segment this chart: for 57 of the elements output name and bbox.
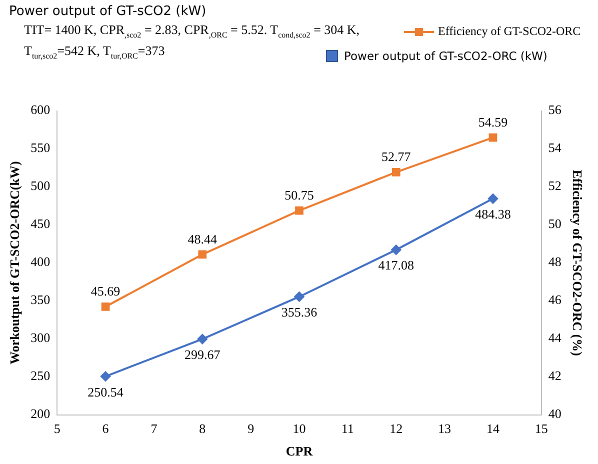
text: TIT= 1400 K, CPR$_{,sco2}$ = 2.83, CPR$_{,ORC}$ = 5.52. T$_{cond,sco2}$ = 304 K, — [24, 22, 360, 42]
y-axis-title: Workoutput of GT-SCO2-ORC(kW) — [7, 161, 22, 364]
point — [100, 371, 111, 382]
x-tick-label: 15 — [534, 421, 548, 436]
point — [197, 334, 208, 344]
y-tick-label: 300 — [30, 330, 50, 346]
chart-title: Power output of GT-sCO2 (kW) — [9, 4, 206, 19]
legend-label: Efficiency of GT-SCO2-ORC — [438, 24, 581, 39]
y2-tick-label: 42 — [548, 368, 562, 384]
x-tick-label: 9 — [248, 421, 254, 436]
point — [198, 250, 207, 259]
x-tick-label: 7 — [150, 421, 158, 436]
x-tick-label: 10 — [292, 421, 306, 436]
y2-tick-label: 44 — [548, 330, 562, 346]
data-label: 52.77 — [381, 149, 412, 164]
data-label: 299.67 — [184, 346, 221, 362]
y2-tick-label: 48 — [548, 254, 562, 270]
y-tick-label: 450 — [30, 216, 50, 232]
y-tick-label: 400 — [30, 254, 50, 270]
y-tick-label: 250 — [30, 368, 50, 384]
x-tick-label: 5 — [54, 421, 60, 436]
text: T$_{tur,sco2}$=542 K, T$_{tur,ORC}$=373 — [24, 42, 165, 60]
point — [392, 168, 400, 176]
legend-label: Power output of GT-sCO2-ORC (kW) — [344, 49, 548, 63]
data-label: 484.38 — [475, 206, 511, 222]
y2-tick-label: 56 — [548, 102, 562, 118]
point — [391, 244, 402, 255]
y-tick-label: 600 — [30, 102, 50, 118]
x-tick-label: 6 — [102, 421, 110, 436]
y-tick-label: 200 — [30, 406, 50, 422]
y2-tick-label: 52 — [548, 178, 562, 194]
y-tick-label: 350 — [30, 292, 50, 308]
y2-tick-label: 40 — [548, 406, 562, 422]
y2-tick-label: 50 — [548, 216, 562, 232]
point — [488, 133, 498, 142]
y-tick-label: 500 — [30, 178, 50, 194]
data-label: 45.69 — [90, 284, 120, 299]
point — [295, 206, 304, 215]
data-label: 250.54 — [88, 384, 124, 400]
x-tick-label: 12 — [390, 421, 403, 436]
y2-axis-title: Efficiency of GT-SCO2-ORC (%) — [570, 170, 585, 356]
data-label: 417.08 — [378, 258, 414, 273]
data-label: 48.44 — [188, 231, 218, 246]
x-axis-title: CPR — [286, 444, 314, 459]
data-label: 50.75 — [284, 187, 314, 202]
data-label: 54.59 — [478, 114, 508, 130]
y2-tick-label: 54 — [548, 140, 562, 156]
data-label: 355.36 — [281, 304, 318, 320]
y-tick-label: 550 — [30, 140, 50, 156]
x-tick-label: 14 — [486, 421, 500, 436]
x-tick-label: 11 — [341, 421, 354, 436]
point — [101, 302, 110, 311]
x-tick-label: 13 — [438, 421, 452, 436]
point — [488, 194, 498, 204]
x-tick-label: 8 — [199, 421, 206, 436]
y2-tick-label: 46 — [548, 292, 562, 308]
point — [294, 292, 304, 302]
